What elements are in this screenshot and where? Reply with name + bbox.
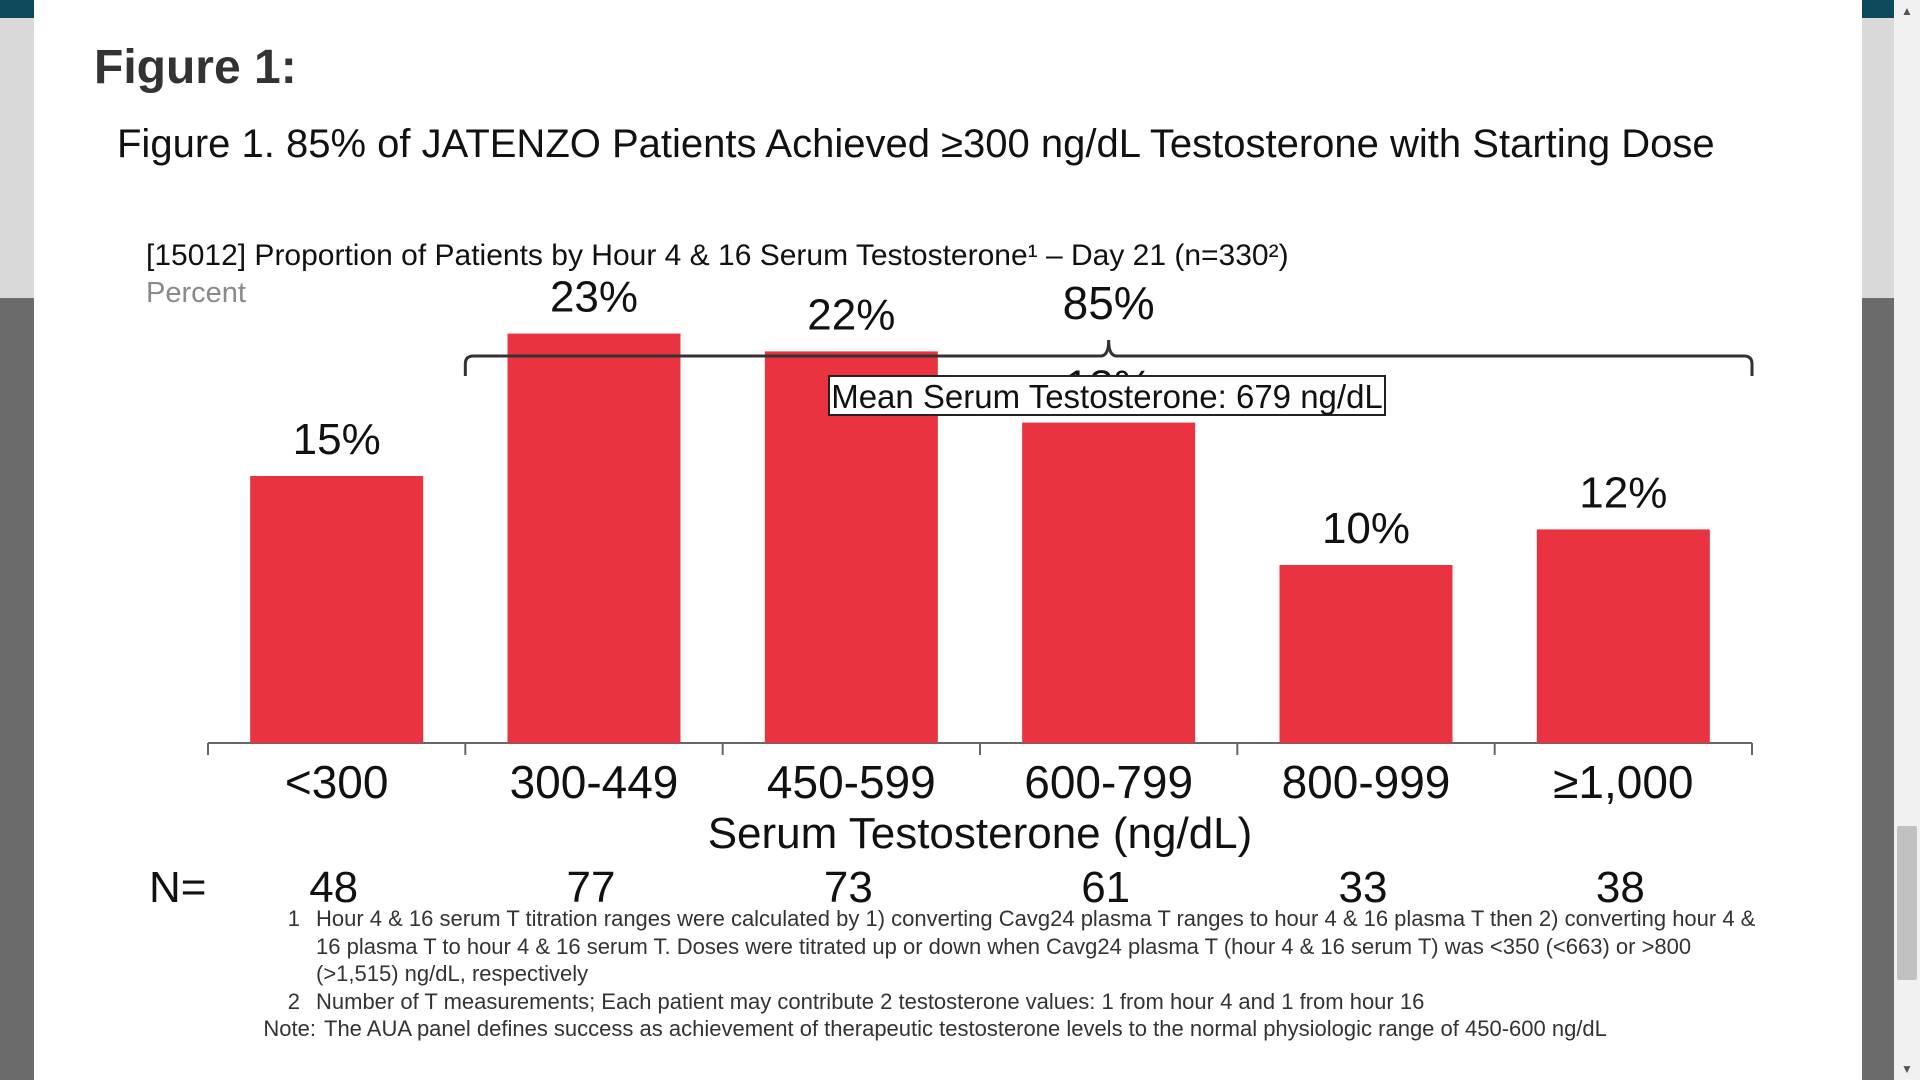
bar-value-label: 10% <box>1322 504 1410 553</box>
note-row: Note: The AUA panel defines success as a… <box>242 1015 1760 1043</box>
mean-box-label: Mean Serum Testosterone: 679 ng/dL <box>831 378 1383 415</box>
x-tick-label: 600-799 <box>1024 756 1193 808</box>
footnote-2: 2 Number of T measurements; Each patient… <box>260 988 1760 1016</box>
x-tick-label: ≥1,000 <box>1553 756 1693 808</box>
count-value: 38 <box>1596 863 1645 912</box>
backdrop-panel-right <box>1862 18 1894 298</box>
scroll-down-icon[interactable]: ▼ <box>1901 1062 1913 1076</box>
note-text: The AUA panel defines success as achieve… <box>324 1016 1607 1041</box>
footnotes: 1 Hour 4 & 16 serum T titration ranges w… <box>260 905 1760 1043</box>
footnote-2-marker: 2 <box>287 988 300 1014</box>
bracket-line <box>463 339 1754 376</box>
x-axis-label: Serum Testosterone (ng/dL) <box>708 809 1253 858</box>
mean-box <box>828 375 1386 416</box>
bar <box>1536 529 1710 743</box>
count-value: 61 <box>1081 863 1130 912</box>
bar <box>507 333 681 743</box>
x-tick-label: <300 <box>285 756 389 808</box>
x-tick-label: 800-999 <box>1282 756 1451 808</box>
count-value: 73 <box>824 863 873 912</box>
bracket-total-label: 85% <box>1063 277 1155 329</box>
header-strip-right <box>1862 0 1894 18</box>
bar <box>250 476 424 743</box>
scrollbar-thumb[interactable] <box>1897 826 1917 980</box>
count-value: 33 <box>1339 863 1388 912</box>
bar <box>1279 565 1453 743</box>
footnote-1-text: Hour 4 & 16 serum T titration ranges wer… <box>316 906 1756 986</box>
bar-value-label: 12% <box>1579 468 1667 517</box>
x-tick-label: 300-449 <box>510 756 679 808</box>
footnote-2-text: Number of T measurements; Each patient m… <box>316 988 1425 1014</box>
footnote-1: 1 Hour 4 & 16 serum T titration ranges w… <box>260 905 1760 988</box>
note-label: Note: <box>263 1016 316 1041</box>
bar <box>1022 422 1196 743</box>
count-value: 77 <box>567 863 616 912</box>
backdrop-panel-left <box>0 18 34 298</box>
x-tick-label: 450-599 <box>767 756 936 808</box>
bar-value-label: 15% <box>293 415 381 464</box>
header-strip-left <box>0 0 34 18</box>
counts-label: N= <box>149 863 206 912</box>
chart-title: [15012] Proportion of Patients by Hour 4… <box>146 239 1289 272</box>
y-axis-label: Percent <box>146 277 246 309</box>
figure-heading: Figure 1: <box>94 41 297 94</box>
bar-value-label: 22% <box>807 290 895 339</box>
vertical-scrollbar[interactable]: ▲ ▼ <box>1894 0 1920 1080</box>
figure-modal: Figure 1: Figure 1. 85% of JATENZO Patie… <box>34 0 1862 1080</box>
footnote-1-marker: 1 <box>287 906 300 931</box>
scroll-up-icon[interactable]: ▲ <box>1901 4 1913 18</box>
count-value: 48 <box>309 863 358 912</box>
bar-value-label: 23% <box>550 273 638 322</box>
bar <box>764 351 938 743</box>
figure-caption: Figure 1. 85% of JATENZO Patients Achiev… <box>117 122 1715 166</box>
bar-chart: [15012] Proportion of Patients by Hour 4… <box>146 239 1754 912</box>
